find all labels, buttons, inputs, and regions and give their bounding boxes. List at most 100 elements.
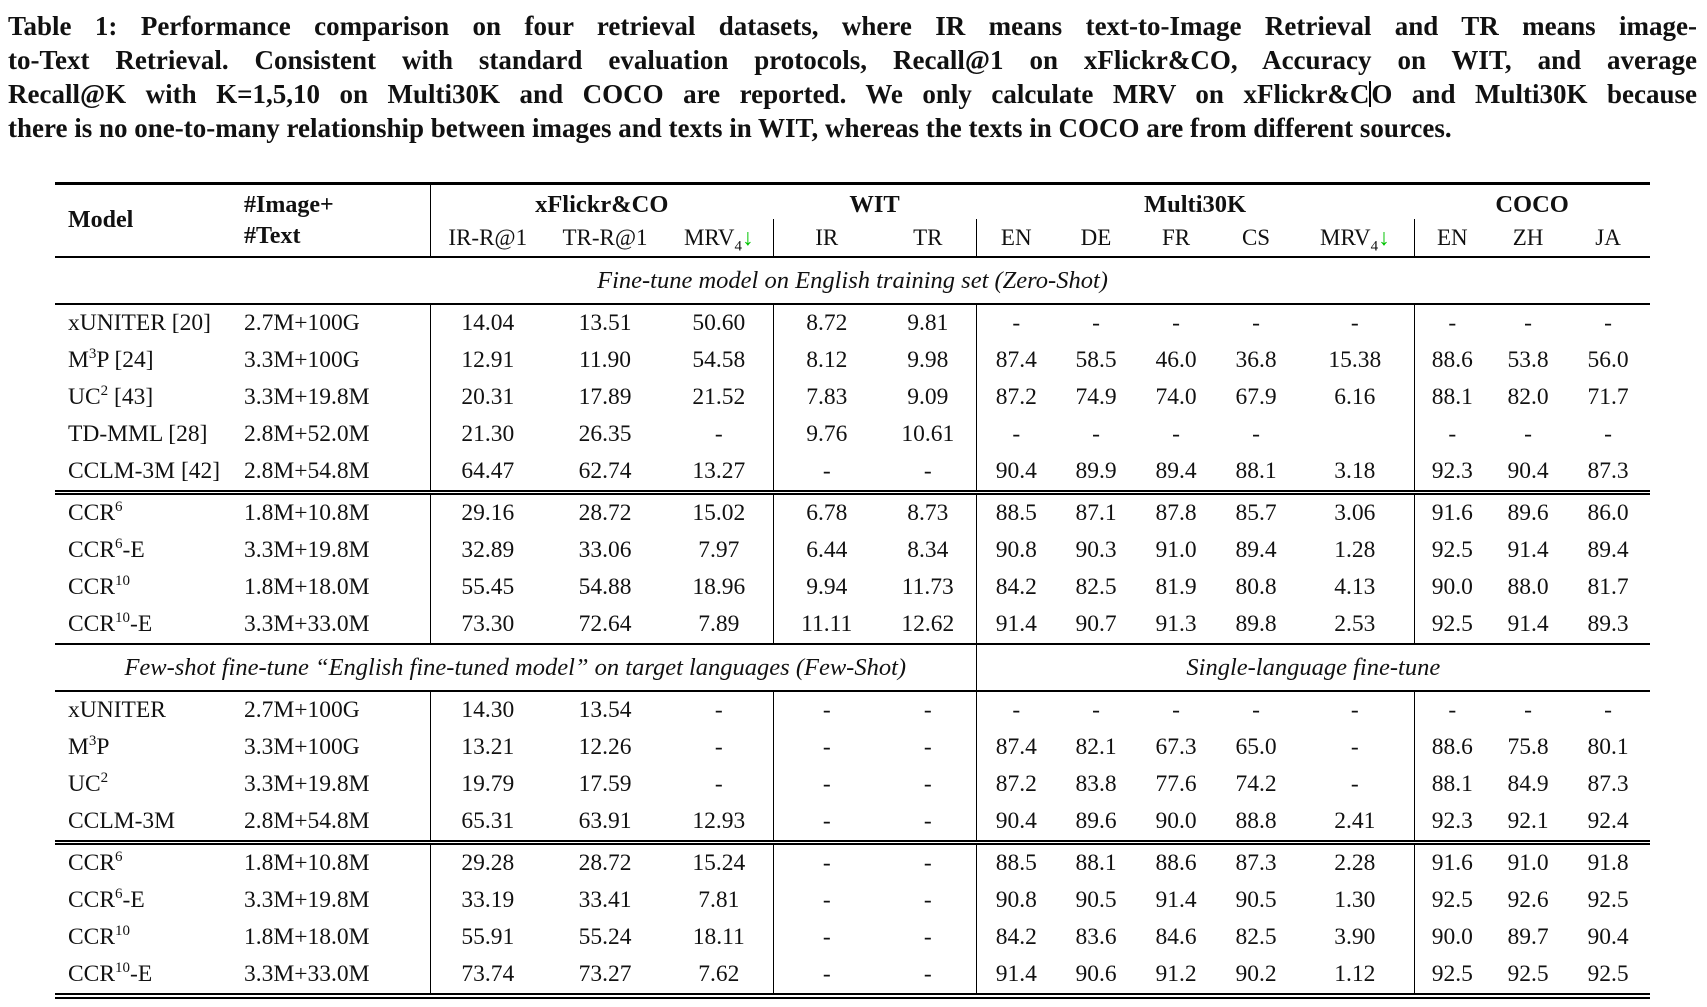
header-sub-row: IR-R@1 TR-R@1 MRV4↓ IR TR EN DE FR CS MR… — [55, 219, 1650, 257]
group-header-multi30k: Multi30K — [1144, 191, 1247, 218]
value-cell: 90.0 — [1413, 569, 1491, 606]
value-cell: 14.30 — [429, 691, 545, 729]
header-group-row: Model #Image+ #Text xFlickr&CO WIT Multi… — [55, 183, 1650, 249]
value-cell: 92.5 — [1587, 887, 1629, 913]
value-cell: 13.54 — [578, 697, 632, 723]
value-cell: - — [772, 691, 880, 729]
value-cell: 92.5 — [1413, 606, 1491, 645]
value-cell: 1.12 — [1296, 956, 1415, 999]
value-cell: 91.4 — [1155, 887, 1197, 913]
value-cell: 9.81 — [907, 310, 949, 336]
value-cell: - — [772, 882, 880, 919]
value-cell: 9.94 — [772, 569, 880, 606]
value-cell: - — [772, 956, 880, 999]
value-cell: 6.78 — [772, 492, 880, 532]
value-cell: 88.6 — [1413, 729, 1491, 766]
value-cell: 91.0 — [1155, 537, 1197, 563]
column-header-coco-zh: ZH — [1512, 224, 1544, 250]
value-cell: 88.1 — [1413, 379, 1491, 416]
value-cell: 8.73 — [907, 500, 949, 526]
value-cell: 82.5 — [1075, 574, 1117, 600]
value-cell: 21.30 — [429, 416, 545, 453]
model-name: CCR10 — [68, 923, 131, 950]
value-cell: 73.74 — [429, 956, 545, 999]
value-cell: 90.8 — [975, 532, 1057, 569]
pretrain-header-line2: #Text — [244, 222, 301, 249]
value-cell: 91.2 — [1136, 956, 1217, 999]
value-cell: 80.8 — [1235, 574, 1277, 600]
column-header-m30k-cs: CS — [1241, 224, 1271, 250]
value-cell: - — [1092, 697, 1100, 723]
value-cell: 32.89 — [429, 532, 545, 569]
value-cell: 82.5 — [1235, 924, 1277, 950]
value-cell: 88.6 — [1155, 850, 1197, 876]
value-cell: - — [923, 887, 932, 913]
caption-text-before-cursor: Recall@K with K=1,5,10 on Multi30K and C… — [8, 79, 1370, 109]
value-cell: 90.0 — [1136, 803, 1217, 845]
model-name: UC2 [43] — [68, 383, 154, 410]
column-header-m30k-de: DE — [1080, 224, 1112, 250]
value-cell: 91.4 — [1507, 537, 1549, 563]
pretrain-size: 2.8M+52.0M — [244, 421, 370, 447]
value-cell: 12.91 — [429, 342, 545, 379]
value-cell: 67.3 — [1155, 734, 1197, 760]
value-cell: 65.31 — [429, 803, 545, 845]
column-header-model: Model — [68, 207, 134, 233]
value-cell: - — [714, 734, 723, 760]
value-cell: - — [772, 803, 880, 845]
caption-line-4: there is no one-to-many relationship bet… — [8, 113, 1452, 143]
column-header-ir-r1: IR-R@1 — [429, 219, 545, 257]
value-cell: 11.90 — [578, 347, 631, 373]
pretrain-size: 1.8M+18.0M — [244, 924, 370, 950]
value-cell: - — [880, 453, 977, 495]
value-cell: 87.3 — [1235, 850, 1277, 876]
value-cell: - — [975, 691, 1057, 729]
value-cell: 92.4 — [1566, 803, 1651, 845]
value-cell: 74.2 — [1235, 771, 1277, 797]
value-cell: 89.4 — [1235, 537, 1277, 563]
value-cell — [1296, 416, 1414, 453]
value-cell: 88.5 — [975, 842, 1057, 882]
value-cell: 7.83 — [772, 379, 880, 416]
value-cell: 12.62 — [880, 606, 977, 645]
value-cell: - — [923, 771, 932, 797]
caption-line-3: Recall@K with K=1,5,10 on Multi30K and C… — [8, 77, 1697, 111]
table-row: xUNITER [20] 2.7M+100G 14.04 13.51 50.60 8.72… — [55, 304, 1650, 342]
value-cell: 87.3 — [1566, 453, 1651, 495]
mrv-label: MRV — [1320, 224, 1371, 250]
value-cell: 85.7 — [1235, 500, 1277, 526]
value-cell: 83.6 — [1075, 924, 1117, 950]
value-cell: 92.5 — [1490, 956, 1567, 999]
pretrain-size: 3.3M+100G — [244, 734, 360, 760]
value-cell: - — [1524, 697, 1532, 723]
value-cell: 83.8 — [1075, 771, 1117, 797]
model-name: M3P — [68, 733, 110, 760]
value-cell: - — [1252, 310, 1260, 336]
table-row: TD-MML [28] 2.8M+52.0M 21.30 26.35 - 9.76 10.6… — [55, 416, 1650, 453]
value-cell: - — [1350, 697, 1359, 723]
value-cell: 1.28 — [1334, 537, 1376, 563]
value-cell: - — [1092, 310, 1100, 336]
value-cell: 65.0 — [1235, 734, 1277, 760]
value-cell: 67.9 — [1235, 384, 1277, 410]
column-header-pretrain: #Image+ #Text — [240, 184, 430, 258]
value-cell: 4.13 — [1334, 574, 1376, 600]
value-cell: 33.41 — [578, 887, 632, 913]
value-cell: 50.60 — [692, 310, 746, 336]
value-cell: 55.45 — [429, 569, 545, 606]
value-cell: - — [880, 803, 977, 845]
value-cell: - — [1413, 691, 1491, 729]
table-row: CCR10-E 3.3M+33.0M 73.30 72.64 7.89 11.11 12.6… — [55, 606, 1651, 645]
value-cell: 89.9 — [1056, 453, 1137, 495]
model-name: CCR6-E — [68, 536, 145, 563]
value-cell: 87.8 — [1155, 500, 1197, 526]
value-cell: 62.74 — [545, 453, 665, 495]
value-cell: 91.6 — [1413, 842, 1491, 882]
column-header-m30k-en: EN — [975, 219, 1057, 257]
value-cell: 90.4 — [1587, 924, 1629, 950]
model-name: xUNITER [20] — [68, 310, 211, 336]
value-cell: 89.7 — [1507, 924, 1549, 950]
value-cell: 73.27 — [545, 956, 665, 999]
value-cell: - — [923, 924, 932, 950]
value-cell: 86.0 — [1587, 500, 1629, 526]
